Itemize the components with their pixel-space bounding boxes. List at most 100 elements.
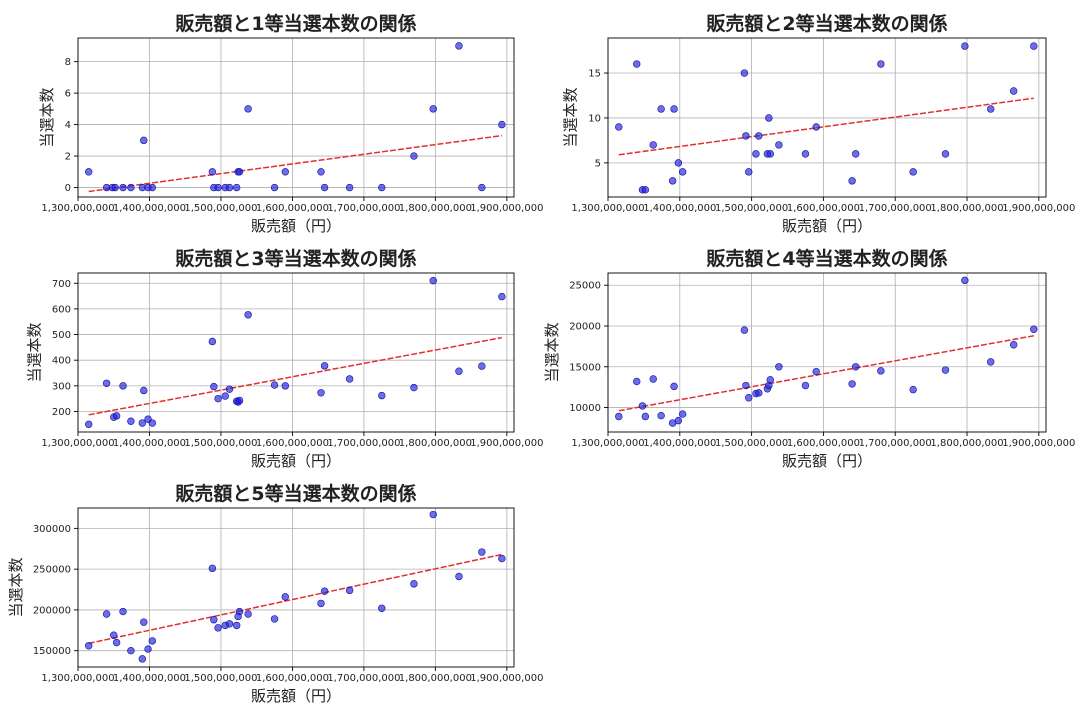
data-point [345, 183, 354, 192]
data-point [429, 105, 437, 113]
data-point [225, 385, 234, 393]
x-tick-label: 1,900,000,000 [470, 673, 543, 684]
data-point [214, 394, 222, 403]
x-tick-label: 1,500,000,000 [184, 438, 257, 449]
data-point [244, 311, 252, 319]
data-point [317, 168, 325, 176]
data-point [140, 618, 148, 626]
x-tick-label: 1,700,000,000 [327, 438, 400, 449]
x-tick-label: 1,300,000,000 [41, 203, 114, 214]
data-point [345, 375, 354, 383]
data-point [641, 412, 650, 421]
x-tick-label: 1,700,000,000 [327, 203, 400, 214]
x-tick-label: 1,500,000,000 [184, 673, 257, 684]
y-tick-label: 10 [588, 113, 601, 124]
y-axis-label: 当選本数 [543, 322, 561, 382]
data-point [742, 132, 750, 140]
x-axis-label: 販売額（円） [251, 217, 341, 235]
data-point [138, 419, 147, 427]
x-tick-label: 1,300,000,000 [41, 673, 114, 684]
data-point [148, 183, 157, 192]
data-point [941, 150, 950, 158]
data-point [498, 554, 506, 563]
data-point [801, 150, 810, 158]
data-point [221, 392, 229, 400]
data-point [848, 177, 856, 185]
y-tick-label: 600 [52, 304, 71, 315]
data-point [214, 624, 222, 632]
y-tick-label: 500 [52, 330, 71, 341]
data-point [745, 168, 753, 176]
x-tick-label: 1,500,000,000 [715, 203, 788, 214]
y-tick-label: 25000 [569, 281, 601, 292]
data-point [1009, 87, 1018, 95]
data-point [138, 655, 147, 663]
data-point [877, 367, 885, 375]
plot-frame [77, 37, 515, 198]
data-point [455, 42, 463, 50]
data-point [270, 183, 279, 192]
chart-title: 販売額と2等当選本数の関係 [706, 12, 947, 35]
y-axis-label: 当選本数 [25, 322, 43, 382]
y-tick-label: 5 [595, 158, 601, 169]
x-tick-label: 1,300,000,000 [41, 438, 114, 449]
x-tick-label: 1,400,000,000 [113, 203, 186, 214]
x-tick-label: 1,400,000,000 [643, 438, 716, 449]
data-point [320, 362, 329, 370]
y-tick-label: 2 [65, 152, 71, 163]
data-point [127, 646, 135, 655]
data-point [148, 637, 157, 645]
data-point [320, 587, 329, 595]
data-point [127, 183, 135, 192]
data-point [674, 159, 683, 167]
x-tick-label: 1,900,000,000 [1002, 438, 1075, 449]
y-tick-label: 150000 [33, 646, 71, 657]
data-point [410, 152, 418, 160]
y-tick-label: 300000 [33, 524, 71, 535]
data-point [740, 326, 749, 334]
y-tick-label: 20000 [569, 322, 601, 333]
data-point [208, 564, 217, 573]
y-axis-label: 当選本数 [38, 87, 56, 147]
data-point [410, 580, 418, 588]
data-point [210, 616, 218, 624]
data-point [235, 396, 244, 405]
data-point [615, 412, 623, 421]
data-point [85, 642, 93, 650]
chart-title: 販売額と1等当選本数の関係 [175, 12, 416, 35]
x-tick-label: 1,400,000,000 [643, 203, 716, 214]
data-point [766, 376, 774, 384]
plot-frame [607, 272, 1047, 433]
data-point [112, 412, 121, 420]
data-point [378, 183, 386, 192]
data-point [812, 367, 820, 376]
chart-title: 販売額と4等当選本数の関係 [706, 247, 947, 270]
data-point [345, 586, 354, 595]
data-point [85, 420, 93, 429]
data-point [232, 621, 241, 630]
data-point [235, 168, 244, 176]
data-point [1009, 341, 1018, 349]
data-point [987, 105, 995, 113]
data-point [745, 394, 753, 402]
x-tick-label: 1,500,000,000 [184, 203, 257, 214]
x-tick-label: 1,600,000,000 [256, 673, 329, 684]
data-point [678, 168, 687, 176]
data-point [674, 416, 683, 425]
chart-title: 販売額と5等当選本数の関係 [175, 482, 416, 505]
x-tick-label: 1,400,000,000 [113, 673, 186, 684]
x-tick-label: 1,800,000,000 [399, 438, 472, 449]
x-tick-label: 1,600,000,000 [787, 438, 860, 449]
data-point [755, 132, 763, 140]
x-tick-label: 1,500,000,000 [715, 438, 788, 449]
x-tick-label: 1,300,000,000 [571, 203, 644, 214]
x-tick-label: 1,400,000,000 [113, 438, 186, 449]
data-point [657, 105, 665, 113]
data-point [119, 183, 127, 192]
data-point [638, 402, 647, 410]
y-tick-label: 6 [65, 89, 71, 100]
data-point [127, 417, 135, 425]
y-axis-label: 当選本数 [562, 87, 580, 147]
